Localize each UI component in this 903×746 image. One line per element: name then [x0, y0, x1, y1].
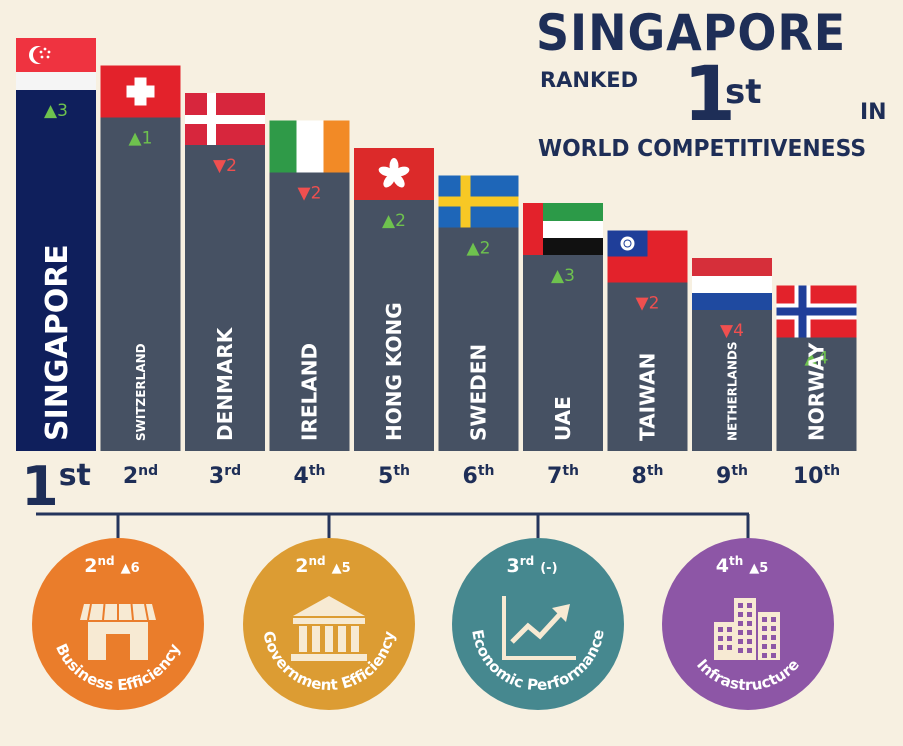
growth-chart-icon [502, 596, 576, 660]
bar-taiwan [607, 282, 688, 451]
page-subtitle: WORLD COMPETITIVENESS [538, 136, 867, 162]
rank-change-uae: ▲3 [551, 266, 575, 286]
country-label-hong-kong: HONG KONG [382, 302, 406, 441]
bar-sweden [438, 227, 519, 451]
bar-hong-kong [354, 200, 434, 451]
rank-label-hong-kong: 5th [378, 463, 410, 489]
country-label-taiwan: TAIWAN [636, 353, 660, 441]
bar-norway [776, 337, 857, 451]
sweden-flag [438, 175, 519, 228]
rank-change-denmark: ▼2 [213, 156, 237, 176]
country-label-ireland: IRELAND [298, 343, 322, 441]
rank-label-sweden: 6th [463, 463, 495, 489]
switzerland-flag [100, 65, 181, 118]
factor-rank: 4th ▲5 [716, 554, 769, 577]
factor-rank: 2nd ▲5 [295, 554, 350, 577]
bar-netherlands [692, 310, 772, 451]
overall-rank-suffix: st [725, 72, 762, 112]
rank-label-norway: 10th [793, 463, 840, 489]
factor-circle [452, 538, 624, 710]
overall-rank-number: 1 [683, 49, 736, 138]
rank-label-taiwan: 8th [632, 463, 664, 489]
rank-label-singapore: 1st [21, 455, 91, 518]
rank-change-norway: ▲4 [805, 349, 829, 369]
taiwan-flag [607, 230, 688, 283]
country-label-switzerland: SWITZERLAND [134, 343, 148, 441]
bar-singapore [16, 90, 96, 451]
bar-switzerland [100, 117, 181, 451]
in-label: IN [860, 100, 887, 125]
storefront-icon [80, 603, 156, 660]
rank-label-uae: 7th [547, 463, 579, 489]
rank-change-sweden: ▲2 [467, 239, 491, 259]
rank-change-ireland: ▼2 [298, 184, 322, 204]
rank-label-ireland: 4th [294, 463, 326, 489]
rank-label-denmark: 3rd [209, 463, 241, 489]
country-label-norway: NORWAY [805, 342, 829, 441]
page-title: SINGAPORE [536, 4, 847, 62]
ireland-flag [269, 120, 350, 173]
denmark-flag [185, 93, 265, 145]
netherlands-flag [692, 258, 772, 310]
rank-change-taiwan: ▼2 [636, 294, 660, 314]
bar-denmark [185, 145, 265, 451]
hong-kong-flag [354, 148, 434, 200]
uae-flag [523, 203, 603, 255]
country-label-sweden: SWEDEN [467, 344, 491, 441]
bar-ireland [269, 172, 350, 451]
rank-change-netherlands: ▼4 [720, 321, 744, 341]
country-label-uae: UAE [551, 396, 575, 441]
ranked-label: RANKED [540, 68, 639, 92]
rank-label-switzerland: 2nd [123, 463, 158, 489]
government-building-icon [291, 596, 367, 661]
city-buildings-icon [714, 598, 780, 660]
factor-economic-performance: 3rd (-)Economic Performance [452, 538, 624, 710]
country-label-singapore: SINGAPORE [40, 244, 75, 441]
rank-label-netherlands: 9th [716, 463, 748, 489]
rank-change-singapore: ▲3 [44, 101, 68, 121]
factor-rank: 2nd ▲6 [84, 554, 139, 577]
singapore-flag [16, 38, 96, 90]
country-label-denmark: DENMARK [213, 326, 237, 441]
rank-change-hong-kong: ▲2 [382, 211, 406, 231]
norway-flag [776, 285, 857, 338]
factor-rank: 3rd (-) [506, 554, 557, 577]
rank-change-switzerland: ▲1 [129, 129, 153, 149]
bar-uae [523, 255, 603, 451]
country-label-netherlands: NETHERLANDS [725, 342, 739, 442]
